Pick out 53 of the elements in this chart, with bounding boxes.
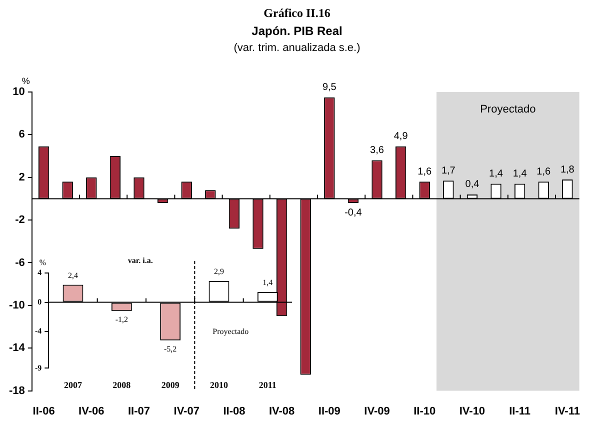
y-tick-label: 2 [18, 171, 25, 184]
data-label: 1,4 [512, 168, 528, 180]
x-tick-label: IV-06 [78, 405, 104, 418]
data-label: 1,7 [441, 165, 456, 176]
data-label: 2,4 [68, 270, 78, 280]
x-tick-label: 2009 [161, 380, 180, 390]
band-label: Proyectado [480, 104, 536, 116]
y-tick-label: -9 [34, 363, 42, 372]
data-label: 1,4 [489, 168, 504, 180]
chart-subtitle: (var. trim. anualizada s.e.) [232, 42, 362, 54]
chart-title: var. i.a. [128, 256, 153, 266]
data-label: -1,2 [115, 315, 128, 324]
y-tick-label: 6 [18, 128, 25, 141]
x-tick-label: IV-07 [174, 405, 200, 418]
y-axis-title: % [39, 258, 46, 268]
data-label: -0,4 [344, 208, 362, 219]
x-tick-label: II-11 [509, 405, 531, 418]
data-label: 1,6 [418, 166, 432, 178]
y-tick-label: -2 [15, 214, 25, 226]
x-tick-label: 2008 [112, 380, 132, 390]
y-tick-label: 10 [12, 86, 25, 98]
text: Gráfico II.16 [262, 6, 332, 21]
y-tick-label: -18 [8, 384, 25, 397]
y-tick-label: 0 [38, 297, 42, 306]
y-tick-label: -14 [8, 342, 26, 354]
data-label: 4,9 [394, 131, 408, 142]
x-tick-label: II-10 [414, 405, 436, 418]
x-tick-label: IV-08 [268, 405, 295, 418]
data-label: -5,2 [164, 344, 177, 354]
y-tick-label: -10 [8, 299, 25, 312]
x-tick-label: 2010 [210, 380, 228, 390]
ref-line-label: Proyectado [212, 327, 249, 336]
y-axis-title: % [22, 76, 30, 86]
x-tick-label: II-09 [318, 405, 340, 418]
y-tick-label: -4 [34, 326, 42, 336]
x-tick-label: IV-09 [364, 405, 390, 418]
y-tick-label: -6 [15, 256, 25, 269]
data-label: 1,6 [536, 166, 552, 178]
data-label: 1,4 [262, 278, 273, 288]
data-label: 2,9 [214, 267, 224, 276]
data-label: 1,8 [560, 164, 575, 176]
x-tick-label: II-07 [128, 405, 150, 418]
x-tick-label: IV-10 [459, 405, 486, 418]
x-tick-label: II-08 [223, 405, 246, 418]
chart-title: Japón. PIB Real [250, 24, 344, 38]
x-tick-label: IV-11 [554, 405, 580, 418]
data-label: 9,5 [322, 82, 337, 94]
y-tick-label: 4 [38, 268, 42, 278]
x-tick-label: 2007 [64, 380, 82, 390]
x-tick-label: 2011 [258, 380, 277, 390]
x-tick-label: II-06 [32, 405, 55, 418]
data-label: 3,6 [370, 145, 384, 156]
data-label: 0,4 [465, 179, 480, 190]
